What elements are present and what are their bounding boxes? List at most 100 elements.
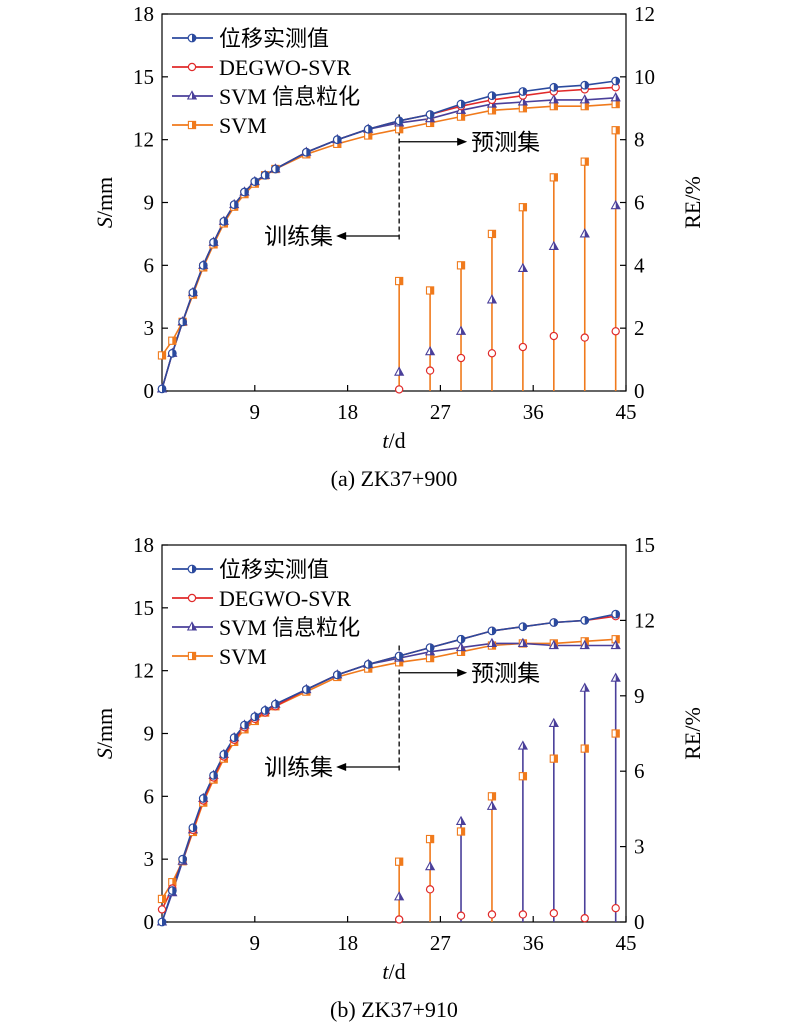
series-point [456,112,466,121]
y2-tick-label: 9 [634,684,645,708]
y2-tick-label: 0 [634,910,645,934]
series-point [425,653,435,663]
series-point [209,770,218,780]
series-point [611,99,620,109]
re-point [580,744,589,753]
re-point-fill [553,241,559,250]
re-point [425,286,435,295]
series-point-fill [461,648,465,656]
y2-tick-label: 12 [634,608,655,632]
y2-tick-label: 0 [634,379,645,403]
legend-marker [187,33,197,43]
series-point [611,76,621,86]
legend-label: DEGWO-SVR [219,586,351,611]
legend-marker [186,621,198,631]
legend-marker-fill [192,91,197,99]
series-point [518,622,528,632]
series-point [579,639,590,650]
re-point-fill [553,173,558,181]
re-point [486,294,498,304]
series-point [580,102,589,111]
series-point-fill [244,721,249,729]
re-point [611,729,620,738]
re-point-fill [491,230,496,238]
series-point-fill [615,77,620,85]
series-point [548,639,559,650]
re-point-fill [553,718,559,727]
series-point [157,905,167,914]
series-point-fill [162,351,166,359]
re-point [395,857,404,866]
re-point [487,349,497,358]
series-line [161,642,616,923]
re-point [456,353,466,363]
series-point-fill [461,635,465,644]
legend-label: SVM 信息粒化 [219,615,360,640]
series-point-fill [172,337,176,345]
series-point [271,164,280,174]
x-tick-label: 27 [430,400,451,424]
y2-tick-label: 8 [634,128,645,152]
series-point [301,147,311,157]
re-point-fill [522,741,528,750]
series-point [219,750,229,759]
series-point-fill [223,217,228,226]
series-point [487,91,497,101]
re-point [611,903,620,913]
y-axis-label-var: S [92,748,117,759]
re-point-fill [399,858,403,866]
train-arrowhead [336,232,347,241]
y-tick-label: 3 [144,847,155,871]
series-point-fill [172,886,177,895]
y2-tick-label: 12 [634,2,655,26]
series-point [611,609,621,619]
series-point-fill [584,637,589,645]
series-point [610,92,621,102]
series-point-fill [368,664,372,673]
y-tick-label: 9 [144,722,155,746]
re-point [456,827,466,836]
series-point [394,116,404,126]
legend-label: SVM [219,644,267,669]
series-point [332,135,342,145]
series-point-fill [182,318,187,326]
re-point [549,173,558,182]
series-point-fill [275,165,280,173]
series-point-fill [203,261,208,270]
series-point-fill [615,640,620,649]
series-point-fill [162,895,166,903]
series-point-fill [234,733,238,742]
series-point-fill [430,654,434,662]
series-point-fill [584,616,589,625]
y2-tick-label: 3 [634,835,645,859]
series-point-fill [491,638,497,647]
legend-label: 位移实测值 [219,26,329,51]
re-point [394,915,404,924]
series-point-fill [615,610,620,618]
re-point [517,262,529,273]
y-axis-label: S/mm [92,708,117,759]
series-point-fill [162,385,166,393]
re-point [394,891,405,901]
series-point-fill [522,87,527,96]
re-point-fill [615,201,620,209]
re-point-fill [491,792,496,800]
y2-tick-label: 4 [634,253,645,277]
x-tick-label: 27 [430,931,451,955]
series-point-fill [337,140,341,148]
train-set-label: 训练集 [264,224,333,249]
series-point [178,317,188,327]
re-point [487,229,497,239]
re-point-fill [522,772,527,780]
series-point-fill [584,102,589,110]
x-axis-label: t/d [382,428,405,453]
legend-marker [187,593,197,603]
series-point-fill [615,635,620,643]
series-point [487,106,497,115]
re-point [518,203,528,212]
series-point [167,348,177,358]
series-point-fill [553,83,558,92]
re-point [486,800,498,810]
re-point-fill [584,158,589,166]
